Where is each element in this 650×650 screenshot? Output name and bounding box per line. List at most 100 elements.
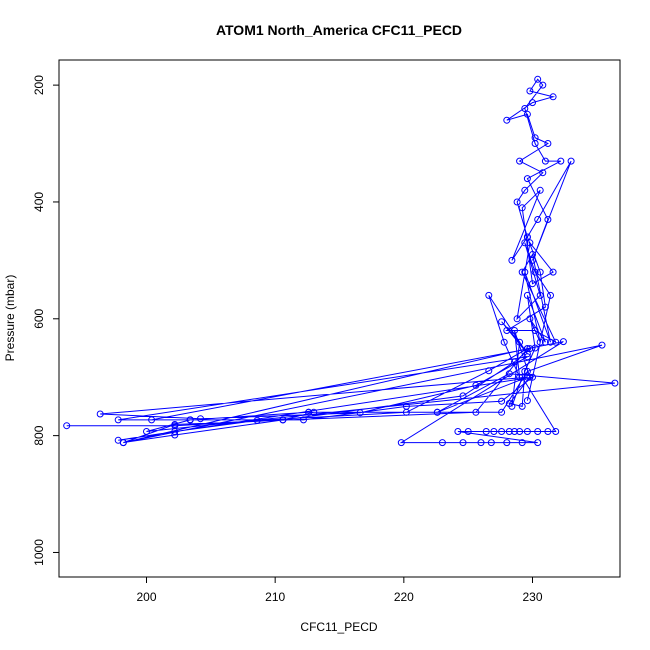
data-point	[557, 157, 565, 165]
data-point	[485, 291, 493, 299]
data-point	[119, 439, 127, 447]
data-point	[534, 439, 542, 447]
data-point	[186, 416, 194, 424]
data-point	[547, 338, 554, 346]
data-point	[523, 397, 531, 405]
data-point	[300, 416, 307, 424]
data-point	[534, 216, 542, 223]
data-point	[487, 439, 495, 447]
data-point	[503, 439, 511, 447]
data-point	[503, 116, 511, 124]
data-point	[529, 99, 536, 107]
data-point	[559, 338, 567, 346]
data-point	[482, 428, 490, 435]
data-point	[529, 280, 536, 288]
x-tick-label: 210	[265, 590, 285, 604]
data-point	[148, 416, 156, 424]
data-point	[477, 439, 485, 447]
data-point	[96, 410, 104, 418]
data-point	[549, 93, 557, 101]
data-point	[526, 373, 534, 381]
data-point	[529, 373, 536, 381]
data-point	[539, 169, 547, 177]
data-point	[523, 428, 531, 435]
data-point	[459, 392, 467, 400]
data-point	[531, 140, 539, 147]
data-point	[536, 268, 544, 276]
chart-title: ATOM1 North_America CFC11_PECD	[216, 22, 462, 38]
data-point	[356, 409, 364, 417]
y-tick-label: 800	[32, 425, 46, 445]
data-point	[498, 408, 506, 416]
data-point	[171, 428, 179, 435]
data-point	[459, 439, 467, 447]
data-point	[523, 353, 531, 361]
x-tick-label: 220	[394, 590, 414, 604]
data-point	[505, 400, 513, 407]
data-point	[526, 315, 534, 323]
data-point	[63, 422, 71, 430]
data-point	[279, 416, 287, 424]
data-point	[472, 408, 480, 416]
data-point	[523, 345, 531, 353]
data-point	[549, 268, 557, 276]
axes: 200 210 220 230 200 400 600 800 1000	[32, 59, 621, 604]
data-point	[464, 428, 472, 435]
data-point	[500, 338, 508, 346]
data-point	[513, 315, 521, 323]
data-point	[521, 367, 529, 375]
data-point	[531, 268, 539, 276]
data-point	[305, 408, 313, 416]
data-point	[534, 428, 542, 435]
data-point	[197, 415, 204, 423]
data-point	[536, 338, 544, 346]
y-axis-label: Pressure (mbar)	[3, 275, 17, 362]
x-axis-label: CFC11_PECD	[300, 620, 377, 634]
data-point	[526, 87, 534, 95]
data-point	[541, 338, 549, 346]
data-point	[523, 233, 531, 241]
data-point	[503, 327, 511, 334]
data-point	[521, 105, 529, 112]
data-point	[490, 428, 498, 435]
data-point	[433, 408, 441, 416]
data-point	[310, 408, 318, 416]
data-point	[521, 186, 529, 194]
data-point	[397, 439, 405, 447]
data-point	[534, 75, 542, 83]
data-point	[513, 198, 521, 206]
data-point	[518, 268, 526, 276]
data-point	[454, 428, 462, 435]
data-point	[508, 256, 516, 264]
data-point	[518, 204, 526, 212]
data-point	[529, 256, 536, 264]
plot-area	[63, 75, 619, 447]
data-point	[536, 186, 544, 194]
data-point	[539, 81, 547, 89]
data-point	[523, 291, 531, 299]
data-point	[511, 428, 518, 435]
data-point	[511, 358, 518, 366]
data-point	[171, 431, 179, 439]
data-point	[523, 175, 531, 183]
data-point	[541, 303, 549, 311]
data-point	[485, 367, 493, 375]
data-point	[498, 318, 506, 326]
data-point	[114, 416, 122, 424]
data-point	[531, 344, 539, 352]
data-point	[521, 239, 529, 247]
data-point	[143, 428, 150, 435]
data-point	[498, 397, 506, 405]
y-tick-label: 600	[32, 308, 46, 328]
x-tick-label: 200	[136, 590, 156, 604]
data-point	[547, 291, 554, 299]
data-point	[505, 428, 513, 435]
data-point	[526, 239, 534, 247]
data-point	[511, 327, 518, 334]
data-point	[518, 402, 526, 410]
data-point	[171, 421, 179, 428]
data-point	[518, 439, 526, 447]
data-point	[523, 350, 531, 358]
